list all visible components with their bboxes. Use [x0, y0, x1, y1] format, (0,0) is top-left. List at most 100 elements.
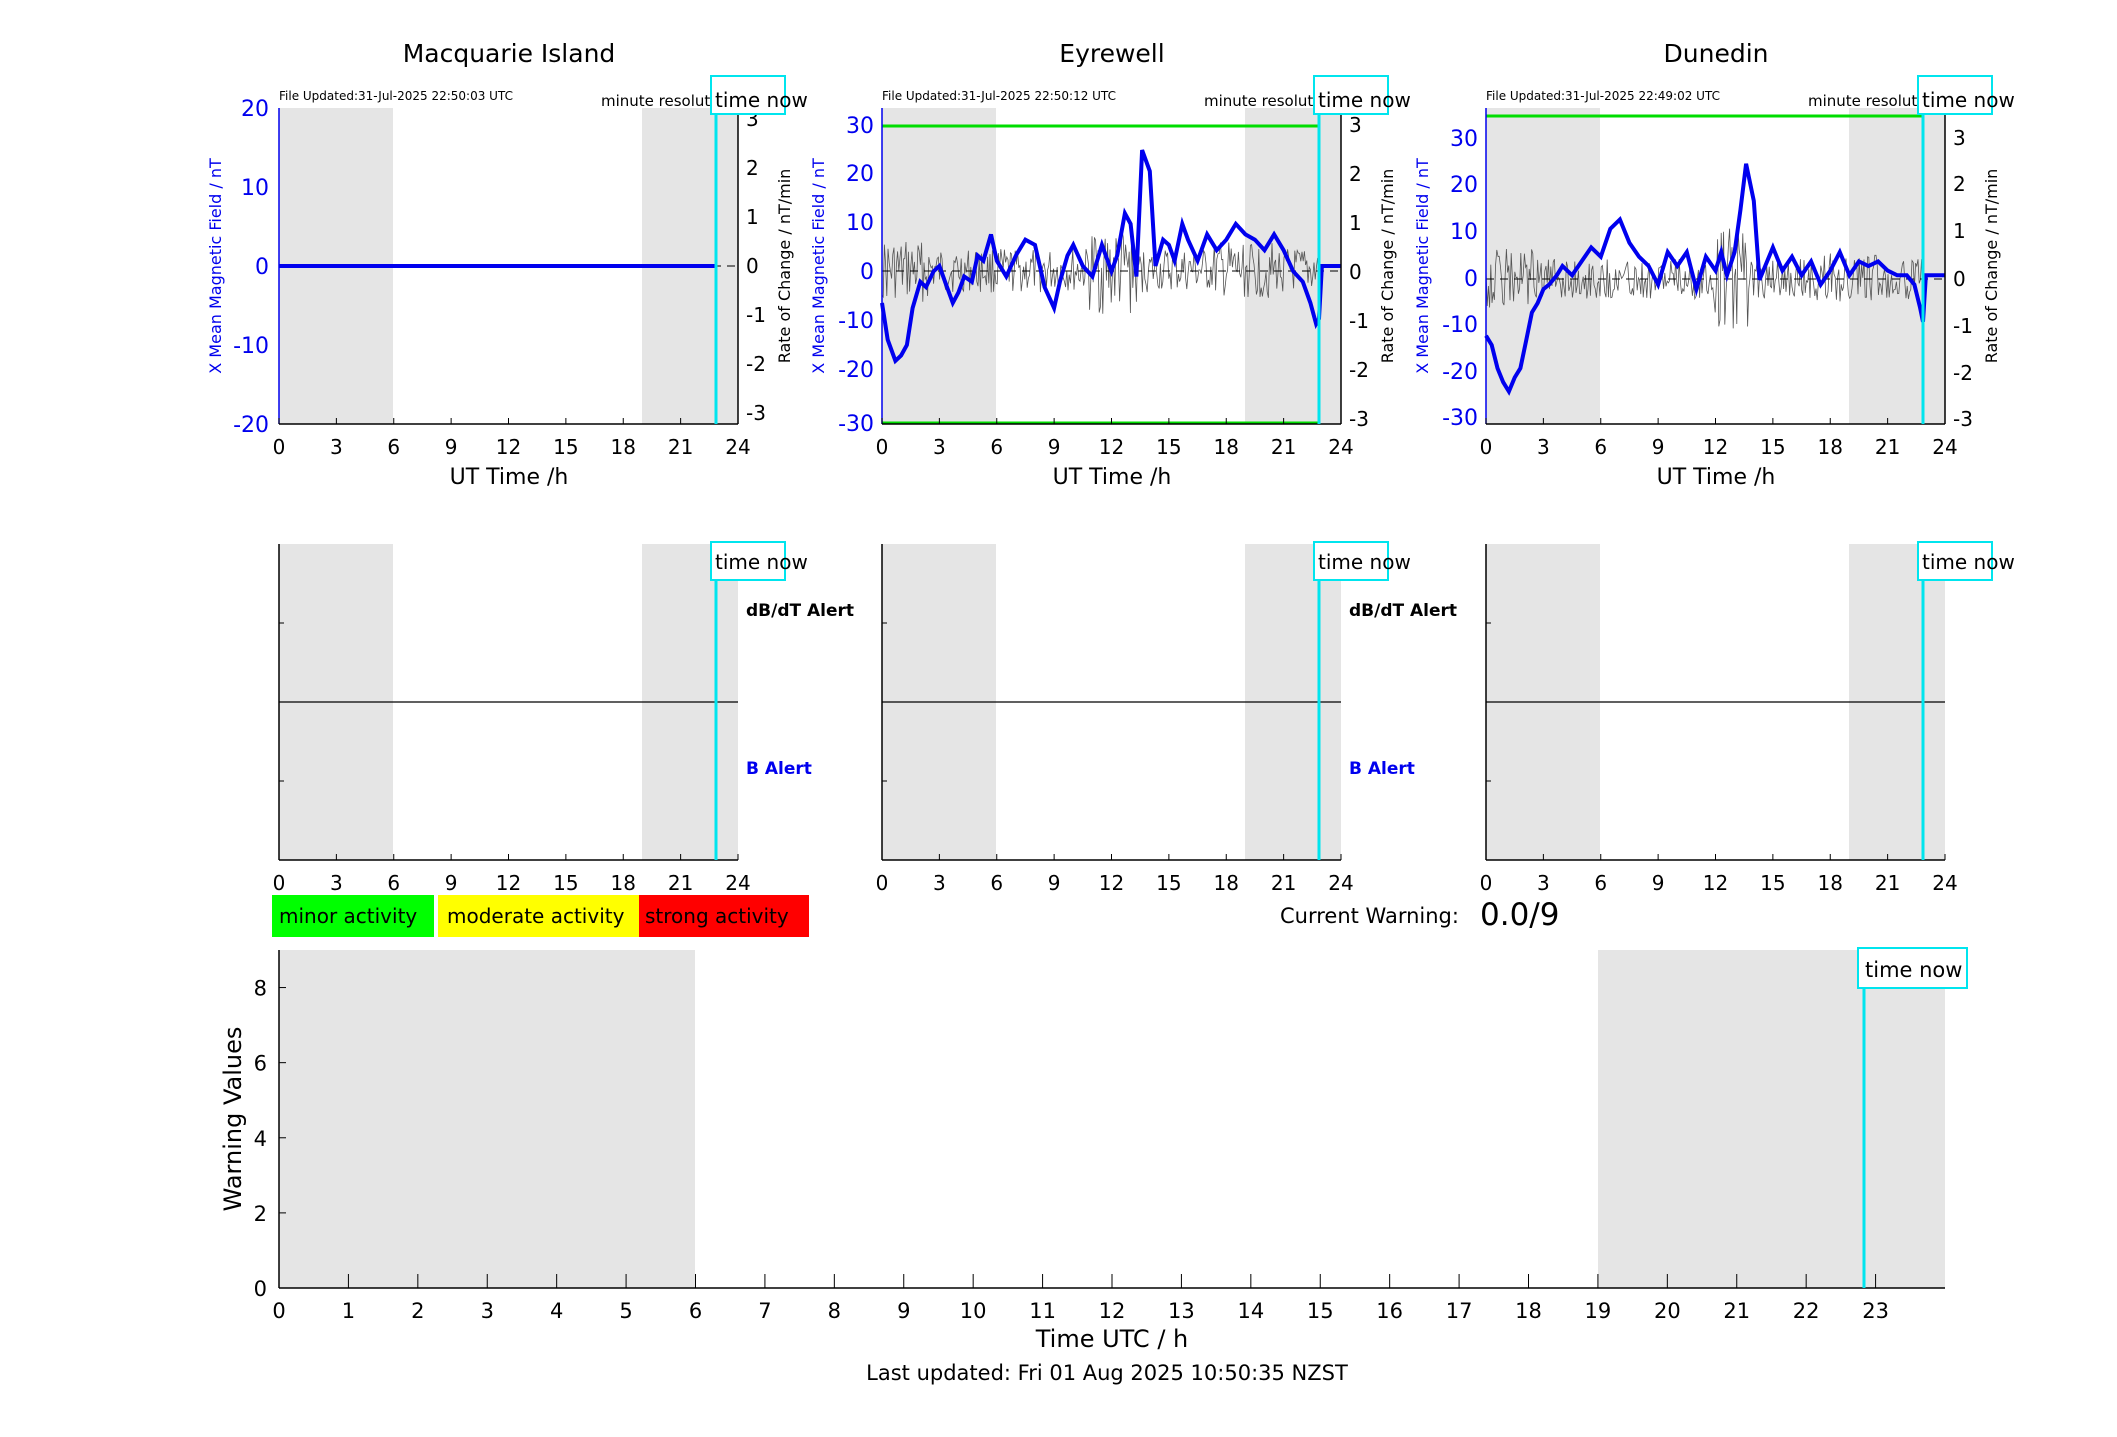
x-tick-labels: 0 3 6 9 12 15 18 21 24: [1480, 854, 1958, 895]
last-updated-footer: Last updated: Fri 01 Aug 2025 10:50:35 N…: [866, 1361, 1348, 1385]
xtick-label: 3: [933, 871, 946, 895]
time-now-label: time now: [715, 88, 808, 112]
left-axis-label: X Mean Magnetic Field / nT: [206, 158, 225, 374]
time-now-label: time now: [715, 550, 808, 574]
file-updated-text: File Updated:31-Jul-2025 22:50:12 UTC: [882, 89, 1116, 103]
xtick-label: 24: [1328, 435, 1353, 459]
xtick-label: 18: [1818, 435, 1843, 459]
ytick-label: 0: [255, 255, 269, 280]
current-warning-value: 0.0/9: [1480, 897, 1559, 933]
ytick-right-label: 0: [746, 254, 759, 278]
current-warning-label: Current Warning:: [1280, 904, 1459, 928]
xtick-label: 3: [330, 871, 343, 895]
left-tick-labels: 30 20 10 0 -10 -20 -30: [838, 114, 874, 437]
ytick-right-label: 2: [1349, 162, 1362, 186]
ytick-label: 6: [254, 1052, 267, 1076]
xtick-label: 21: [1271, 435, 1296, 459]
x-axis-label: UT Time /h: [1053, 465, 1172, 490]
ytick-label: -30: [1442, 406, 1478, 431]
xtick-label: 12: [1099, 1299, 1126, 1323]
x-tick-labels: 0 3 6 9 12 15 18 21 24: [876, 854, 1354, 895]
rate-series-line: [1485, 228, 1922, 329]
macquarie-panel: 20 10 0 -10 -20 3 2 1 0 -1 -2 -3 0 3 6 9 12 1…: [206, 39, 808, 490]
left-axis-label: X Mean Magnetic Field / nT: [1413, 158, 1432, 374]
xtick-label: 12: [496, 435, 521, 459]
time-now-label: time now: [1922, 550, 2015, 574]
night-shade-morning: [1486, 108, 1600, 424]
resolution-text: minute resolution: [601, 92, 733, 110]
x-axis-label: UT Time /h: [450, 465, 569, 490]
eyrewell-panel: 30 20 10 0 -10 -20 -30 3 2 1 0 -1 -2 -3 …: [809, 39, 1411, 490]
xtick-label: 6: [387, 871, 400, 895]
file-updated-text: File Updated:31-Jul-2025 22:50:03 UTC: [279, 89, 513, 103]
xtick-label: 18: [1214, 435, 1239, 459]
xtick-label: 18: [1818, 871, 1843, 895]
xtick-label: 9: [445, 435, 458, 459]
ytick-right-label: -1: [1349, 309, 1369, 333]
xtick-label: 0: [1480, 435, 1493, 459]
xtick-label: 0: [273, 871, 286, 895]
xtick-label: 24: [725, 435, 750, 459]
xtick-label: 3: [1537, 435, 1550, 459]
strong-activity-swatch: [639, 895, 809, 937]
xtick-label: 2: [411, 1299, 424, 1323]
x-tick-labels: 0 1 2 3 4 5 6 7 8 9 10 11 12 13 14 15 16 17 18 19 20 21 22 23: [272, 1274, 1889, 1323]
db-dt-alert-label: dB/dT Alert: [1349, 601, 1457, 621]
xtick-label: 21: [1875, 435, 1900, 459]
ytick-label: -20: [1442, 360, 1478, 385]
left-axis-label: X Mean Magnetic Field / nT: [809, 158, 828, 374]
dunedin-alert-panel: time now 0 3 6 9 12 15 18 21 24: [1480, 541, 2015, 895]
time-now-box: [710, 75, 786, 115]
xtick-label: 7: [758, 1299, 771, 1323]
time-now-box: [1917, 541, 1993, 581]
xtick-label: 13: [1168, 1299, 1195, 1323]
xtick-label: 18: [1515, 1299, 1542, 1323]
xtick-label: 21: [1875, 871, 1900, 895]
xtick-label: 15: [1760, 871, 1785, 895]
left-tick-labels: 20 10 0 -10 -20: [233, 97, 269, 438]
ytick-right-label: 2: [1953, 172, 1966, 196]
xtick-label: 15: [1156, 435, 1181, 459]
ytick-right-label: -2: [1953, 361, 1973, 385]
ytick-label: 4: [254, 1127, 267, 1151]
xtick-label: 24: [1932, 435, 1957, 459]
station-title: Eyrewell: [1059, 39, 1164, 68]
right-tick-labels: 3 2 1 0 -1 -2 -3: [746, 107, 766, 425]
xtick-label: 3: [330, 435, 343, 459]
ytick-right-label: -2: [1349, 358, 1369, 382]
time-now-box: [1313, 541, 1389, 581]
xtick-label: 0: [1480, 871, 1493, 895]
xtick-label: 22: [1793, 1299, 1820, 1323]
b-alert-label: B Alert: [746, 759, 812, 779]
ytick-right-label: -1: [1953, 314, 1973, 338]
xtick-label: 24: [725, 871, 750, 895]
xtick-label: 21: [668, 435, 693, 459]
ytick-label: -20: [838, 358, 874, 383]
ytick-label: -10: [233, 334, 269, 359]
xtick-label: 8: [828, 1299, 841, 1323]
xtick-label: 11: [1029, 1299, 1056, 1323]
xtick-label: 14: [1237, 1299, 1264, 1323]
xtick-label: 6: [1594, 871, 1607, 895]
ytick-right-label: 1: [1953, 219, 1966, 243]
xtick-label: 3: [933, 435, 946, 459]
xtick-label: 15: [1307, 1299, 1334, 1323]
ytick-label: -10: [1442, 313, 1478, 338]
xtick-label: 9: [897, 1299, 910, 1323]
activity-legend: minor activity moderate activity strong …: [272, 895, 809, 937]
ytick-label: 10: [1450, 220, 1478, 245]
ytick-label: 2: [254, 1202, 267, 1226]
time-now-box: [1857, 947, 1968, 989]
time-now-box: [710, 541, 786, 581]
ytick-label: -10: [838, 309, 874, 334]
ytick-label: -20: [233, 413, 269, 438]
moderate-activity-swatch: [438, 895, 639, 937]
ytick-label: 30: [846, 114, 874, 139]
field-series-line: [1484, 163, 1945, 396]
station-title: Macquarie Island: [403, 39, 616, 68]
xtick-label: 10: [960, 1299, 987, 1323]
x-tick-labels: 0 3 6 9 12 15 18 21 24: [1480, 418, 1958, 459]
xtick-label: 9: [445, 871, 458, 895]
strong-activity-label: strong activity: [645, 904, 789, 928]
